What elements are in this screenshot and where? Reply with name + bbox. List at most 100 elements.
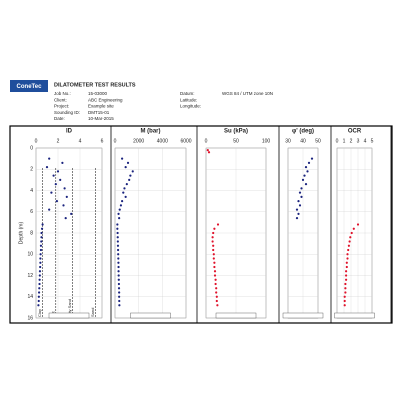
point — [116, 236, 119, 239]
zone-label: Clay — [37, 309, 42, 317]
x-tick-label: 3 — [357, 138, 360, 144]
point — [41, 223, 44, 226]
point — [347, 248, 350, 252]
point — [304, 166, 308, 169]
panel-title: ID — [66, 129, 73, 135]
field-value: 10-Mar-2015 — [88, 116, 114, 121]
point — [117, 282, 121, 286]
point — [303, 174, 306, 177]
point — [40, 240, 43, 243]
y-tick-label: 10 — [27, 252, 33, 258]
point — [213, 274, 217, 277]
point — [64, 217, 67, 220]
y-axis-label: Depth (m) — [18, 222, 24, 245]
point — [343, 304, 346, 307]
point — [63, 187, 66, 190]
point — [39, 257, 42, 260]
field-value: ABC Engineering — [88, 97, 123, 102]
point — [131, 170, 134, 173]
point — [216, 304, 219, 307]
point — [121, 157, 124, 160]
panel-title: Su (kPa) — [224, 129, 248, 135]
field-label: Datum: — [180, 91, 195, 96]
point — [214, 278, 217, 281]
panel-title: M (bar) — [141, 129, 161, 135]
logo: ConeTec — [17, 84, 43, 90]
point — [116, 231, 119, 235]
point — [117, 287, 121, 290]
x-tick-label: 30 — [285, 138, 291, 144]
point — [59, 178, 62, 181]
point — [310, 157, 314, 160]
point — [344, 291, 347, 294]
x-tick-label: 40 — [300, 138, 306, 144]
frame — [9, 125, 393, 324]
point — [350, 231, 353, 235]
point — [52, 174, 55, 177]
point — [215, 287, 218, 290]
point — [117, 278, 120, 281]
point — [301, 178, 305, 181]
point — [212, 231, 215, 235]
point — [122, 191, 125, 194]
point — [345, 261, 348, 264]
point — [121, 200, 124, 203]
point — [116, 227, 119, 230]
point — [343, 299, 346, 303]
point — [214, 282, 217, 286]
x-tick-label: 2000 — [133, 138, 144, 144]
x-tick-label: 6 — [101, 138, 104, 144]
point — [62, 204, 65, 207]
field-label: Job No.: — [54, 91, 71, 96]
point — [298, 204, 302, 207]
y-tick-label: 0 — [30, 145, 33, 151]
point — [45, 166, 49, 169]
point — [117, 212, 120, 215]
field-value: DMT15-01 — [88, 110, 110, 115]
point — [212, 253, 215, 256]
x-tick-label: 50 — [233, 138, 239, 144]
point — [343, 295, 346, 298]
y-tick-label: 12 — [27, 273, 33, 279]
x-tick-label: 50 — [315, 138, 321, 144]
point — [40, 227, 44, 230]
point — [117, 257, 120, 260]
point — [356, 223, 360, 226]
point — [38, 287, 41, 290]
y-tick-label: 4 — [30, 188, 33, 194]
point — [37, 295, 40, 298]
x-tick-label: 4 — [364, 138, 367, 144]
point — [295, 208, 299, 211]
point — [211, 236, 214, 239]
point — [39, 244, 43, 247]
x-tick-label: 0 — [114, 138, 117, 144]
point — [213, 227, 216, 230]
field-label: Client: — [54, 97, 67, 102]
point — [38, 274, 41, 277]
field-value: 15-03000 — [88, 91, 108, 96]
panel-title: OCR — [348, 129, 362, 135]
point — [39, 253, 42, 256]
point — [118, 217, 121, 220]
point — [56, 170, 60, 173]
point — [129, 174, 132, 177]
point — [118, 299, 121, 303]
point — [215, 299, 218, 303]
point — [124, 166, 127, 169]
legend-box — [215, 312, 257, 319]
point — [345, 265, 348, 269]
point — [70, 212, 73, 215]
point — [215, 295, 218, 298]
field-value: Example site — [88, 104, 114, 109]
point — [119, 204, 123, 207]
x-tick-label: 2 — [57, 138, 60, 144]
point — [346, 253, 349, 256]
point — [213, 265, 216, 269]
point — [55, 200, 59, 203]
point — [65, 195, 68, 198]
legend-box — [282, 312, 324, 319]
point — [40, 231, 43, 235]
logo-box — [10, 80, 48, 92]
point — [116, 223, 119, 226]
point — [295, 217, 299, 220]
